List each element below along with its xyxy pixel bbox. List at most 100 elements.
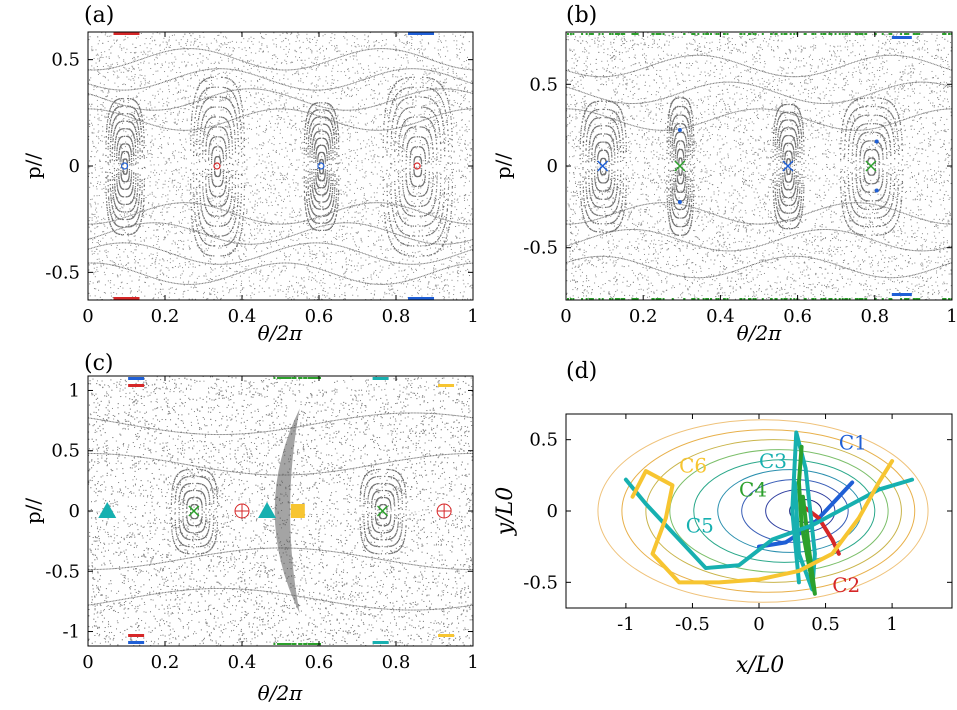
scatter-point [352, 106, 354, 108]
scatter-point [202, 296, 204, 298]
scatter-point [219, 140, 221, 142]
scatter-point [103, 264, 105, 266]
scatter-point [124, 248, 126, 250]
panel-a: 0 0.2 0.4 0.6 0.8 1-0.500.5 θ/2π p// [21, 31, 479, 345]
scatter-point [225, 111, 227, 113]
scatter-point [263, 66, 265, 68]
scatter-point [315, 237, 317, 239]
scatter-point [162, 187, 164, 189]
scatter-point [224, 155, 226, 157]
scatter-point [233, 124, 235, 126]
scatter-point [434, 128, 436, 130]
scatter-point [374, 261, 376, 263]
scatter-point [395, 49, 397, 51]
scatter-point [251, 111, 253, 113]
scatter-point [286, 63, 288, 65]
scatter-point [196, 152, 198, 154]
scatter-point [292, 296, 294, 298]
scatter-point [211, 229, 213, 231]
scatter-point [241, 73, 243, 75]
scatter-point [381, 235, 383, 237]
scatter-point [251, 292, 253, 294]
scatter-point [217, 34, 219, 36]
scatter-point [378, 156, 380, 158]
scatter-point [355, 46, 357, 48]
scatter-point [378, 222, 380, 224]
scatter-point [379, 245, 381, 247]
scatter-point [140, 62, 142, 64]
scatter-point [189, 227, 191, 229]
scatter-point [324, 188, 326, 190]
scatter-point [128, 67, 130, 69]
scatter-point [95, 49, 97, 51]
scatter-point [386, 206, 388, 208]
scatter-point [432, 59, 434, 61]
scatter-point [315, 107, 317, 109]
scatter-point [161, 63, 163, 65]
scatter-point [117, 159, 119, 161]
scatter-point [230, 288, 232, 290]
scatter-point [179, 71, 181, 73]
scatter-point [461, 258, 463, 260]
scatter-point [181, 273, 183, 275]
scatter-point [226, 82, 228, 84]
scatter-point [321, 129, 323, 131]
scatter-point [104, 34, 106, 36]
scatter-point [304, 232, 306, 234]
scatter-point [216, 165, 218, 167]
scatter-point [229, 47, 231, 49]
scatter-point [292, 209, 294, 211]
scatter-point [142, 77, 144, 79]
scatter-point [378, 103, 380, 105]
scatter-point [154, 261, 156, 263]
scatter-point [134, 121, 136, 123]
scatter-point [275, 107, 277, 109]
scatter-point [255, 52, 257, 54]
scatter-point [303, 220, 305, 222]
scatter-point [419, 142, 421, 144]
scatter-point [306, 151, 308, 153]
scatter-point [157, 235, 159, 237]
scatter-point [434, 122, 436, 124]
scatter-point [395, 212, 397, 214]
scatter-point [266, 45, 268, 47]
scatter-point [132, 43, 134, 45]
scatter-point [298, 40, 300, 42]
scatter-point [110, 237, 112, 239]
scatter-point [291, 162, 293, 164]
scatter-point [244, 240, 246, 242]
scatter-point [216, 196, 218, 198]
scatter-point [195, 149, 197, 151]
scatter-point [434, 119, 436, 121]
scatter-point [182, 206, 184, 208]
scatter-point [91, 65, 93, 67]
scatter-point [266, 279, 268, 281]
scatter-point [218, 202, 220, 204]
scatter-point [94, 238, 96, 240]
scatter-point [266, 46, 268, 48]
scatter-point [268, 105, 270, 107]
scatter-point [464, 49, 466, 51]
scatter-point [294, 139, 296, 141]
scatter-point [246, 62, 248, 64]
scatter-point [308, 145, 310, 147]
scatter-point [211, 161, 213, 163]
scatter-point [470, 213, 472, 215]
scatter-point [147, 103, 149, 105]
scatter-point [418, 48, 420, 50]
scatter-point [192, 134, 194, 136]
scatter-point [137, 167, 139, 169]
scatter-point [433, 270, 435, 272]
scatter-point [328, 297, 330, 299]
scatter-point [154, 169, 156, 171]
scatter-point [295, 122, 297, 124]
scatter-point [398, 69, 400, 71]
scatter-point [240, 32, 242, 34]
scatter-point [102, 105, 104, 107]
scatter-point [162, 224, 164, 226]
scatter-point [436, 175, 438, 177]
scatter-point [438, 36, 440, 38]
scatter-point [97, 113, 99, 115]
scatter-point [324, 192, 326, 194]
scatter-point [370, 274, 372, 276]
